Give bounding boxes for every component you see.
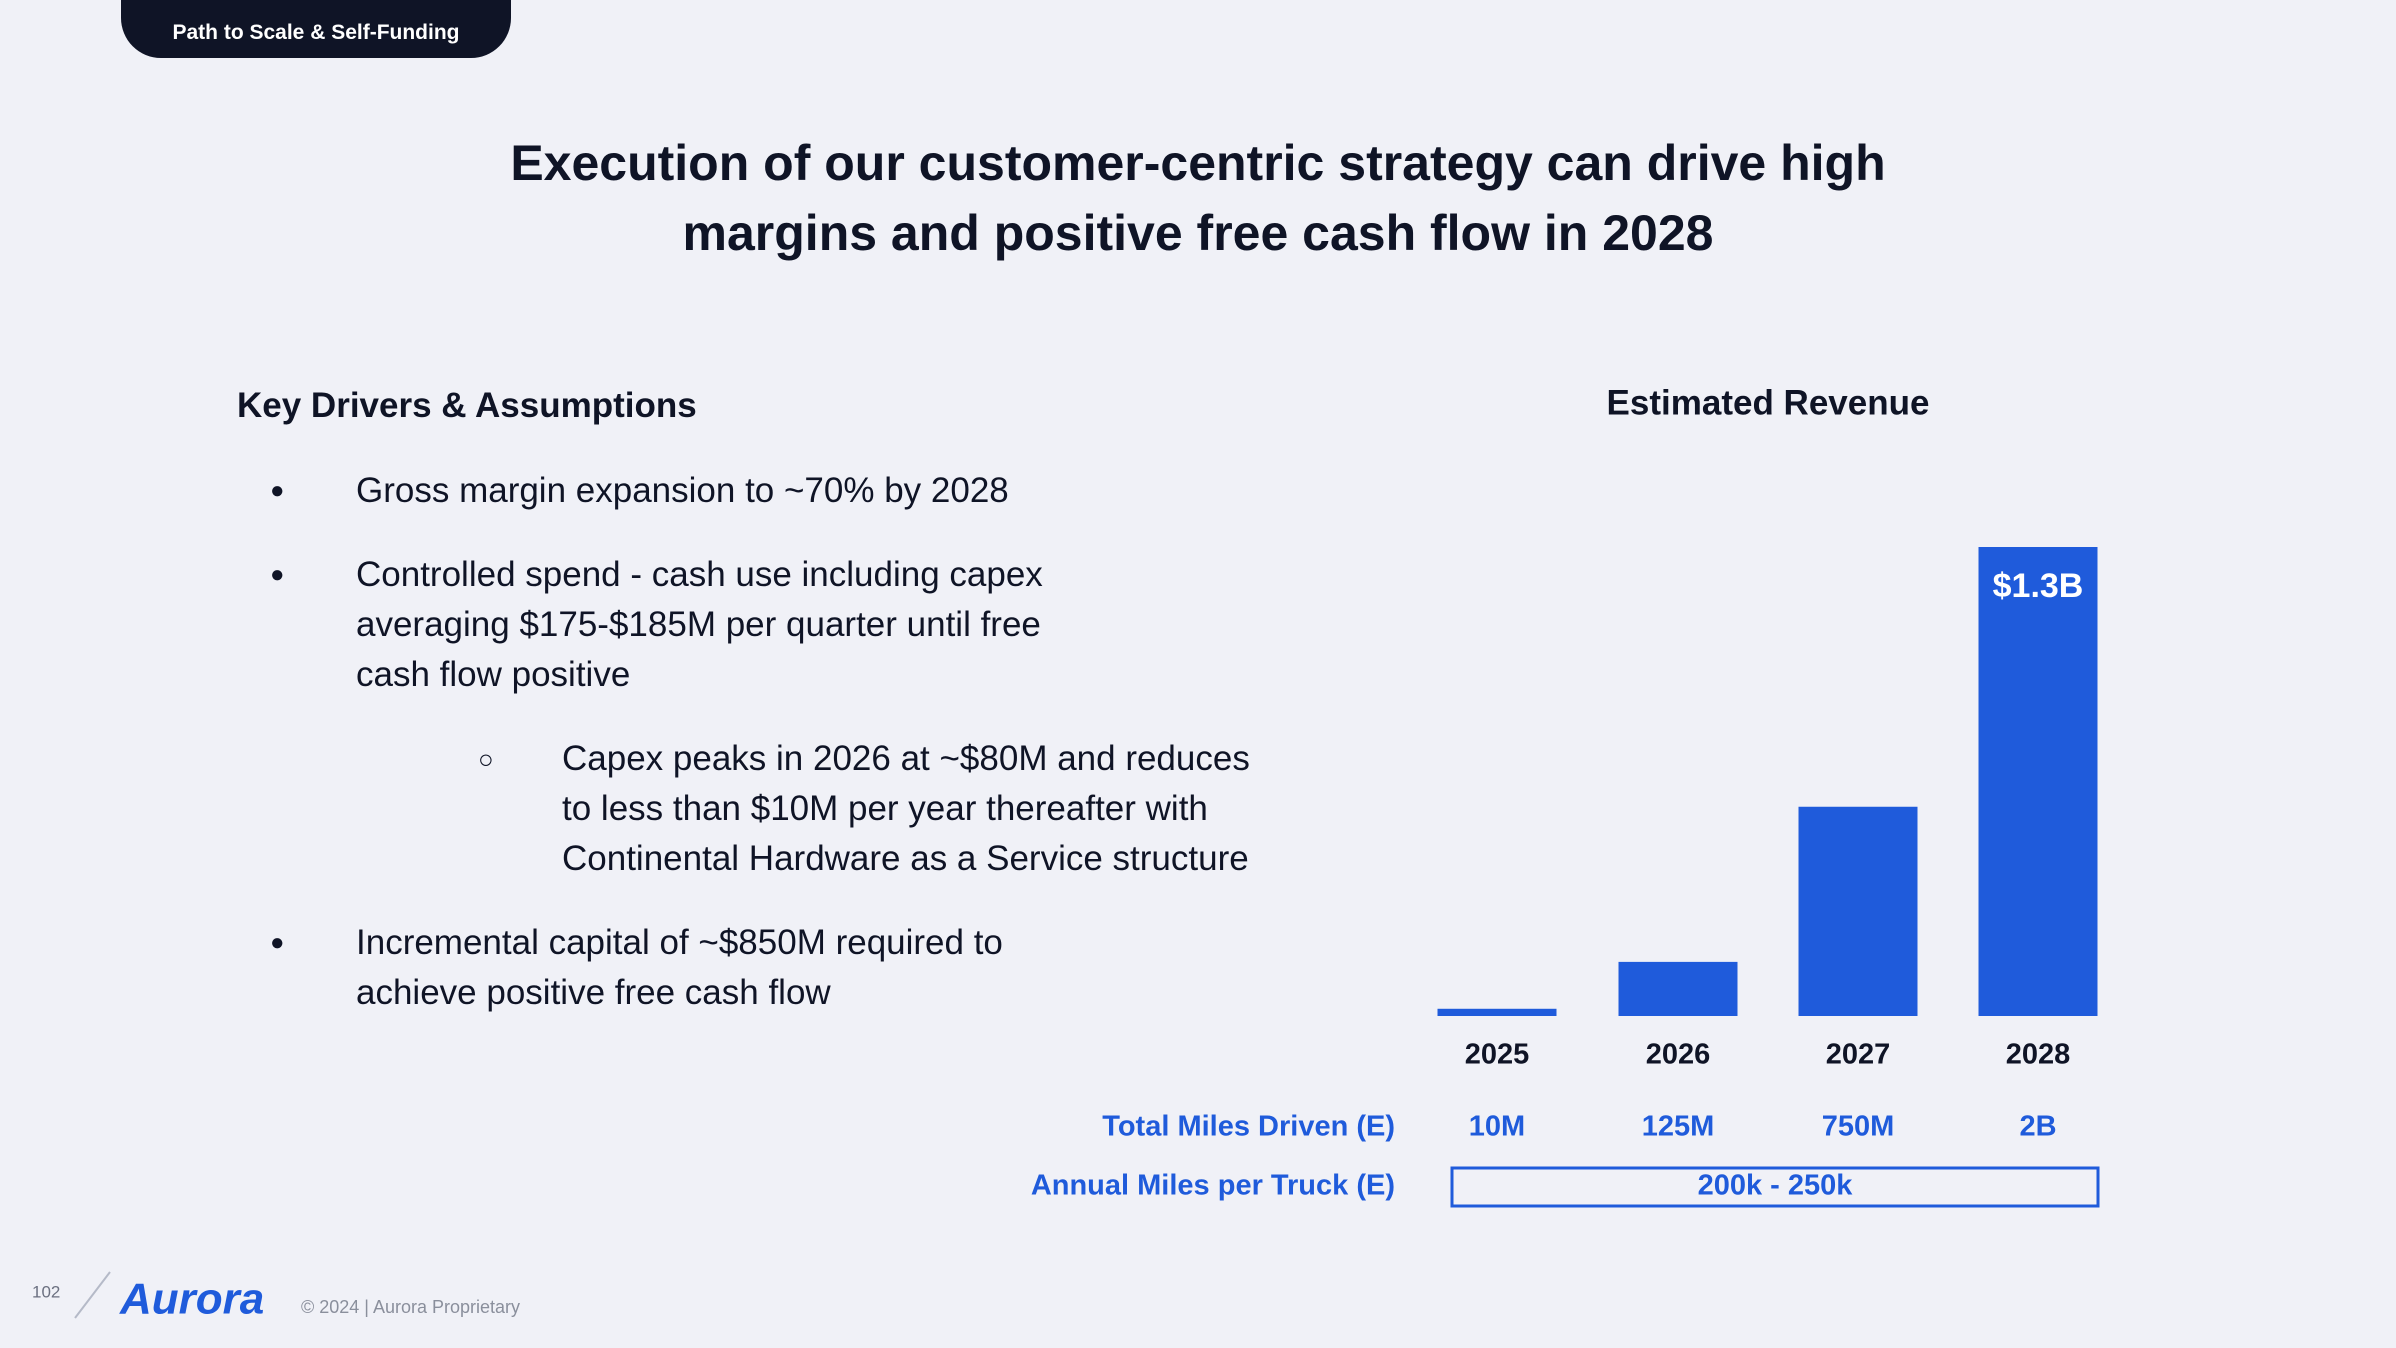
bullet-item: Incremental capital of ~$850M required t… — [270, 918, 1170, 1018]
bullet-item: Controlled spend - cash use including ca… — [270, 550, 1250, 884]
x-tick-label: 2025 — [1465, 1039, 1530, 1071]
bullet-text: Gross margin expansion to ~70% by 2028 — [356, 471, 1009, 510]
bullet-item: Gross margin expansion to ~70% by 2028 — [270, 466, 1170, 516]
section-tag: Path to Scale & Self-Funding — [121, 0, 511, 58]
range-box — [1450, 1166, 2100, 1208]
bar — [1618, 961, 1738, 1016]
bullet-text: Incremental capital of ~$850M required t… — [356, 923, 1003, 1012]
x-tick-label: 2028 — [2006, 1039, 2071, 1071]
chart-title: Estimated Revenue — [1607, 383, 1930, 422]
x-tick-label: 2026 — [1646, 1039, 1711, 1071]
x-tick-label: 2027 — [1826, 1039, 1891, 1071]
bar — [1798, 806, 1918, 1016]
bullet-text: Controlled spend - cash use including ca… — [356, 555, 1043, 694]
divider — [74, 1271, 111, 1319]
page-number: 102 — [32, 1282, 60, 1301]
row-label: Annual Miles per Truck (E) — [1031, 1170, 1395, 1202]
row-value: 200k - 250k — [1698, 1170, 1854, 1202]
row-label: Total Miles Driven (E) — [1102, 1111, 1395, 1143]
copyright: © 2024 | Aurora Proprietary — [301, 1297, 520, 1317]
row-value: 125M — [1642, 1111, 1715, 1143]
value-label: $1.3B — [1993, 567, 2084, 605]
section-heading: Key Drivers & Assumptions — [237, 386, 697, 425]
bar — [1437, 1008, 1557, 1016]
sub-bullet: Capex peaks in 2026 at ~$80M and reduces… — [356, 734, 1262, 884]
row-value: 750M — [1822, 1111, 1895, 1143]
bar — [1978, 547, 2098, 1016]
row-value: 10M — [1469, 1111, 1525, 1143]
logo: Aurora — [119, 1275, 264, 1324]
bullet-list: Gross margin expansion to ~70% by 2028 Co… — [270, 466, 1250, 1052]
row-value: 2B — [2019, 1111, 2056, 1143]
tag-text: Path to Scale & Self-Funding — [172, 21, 460, 44]
slide-title: Execution of our customer-centric strate… — [510, 135, 1886, 261]
